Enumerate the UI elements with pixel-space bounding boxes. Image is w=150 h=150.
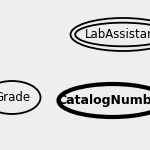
Ellipse shape bbox=[70, 18, 150, 51]
Ellipse shape bbox=[58, 84, 150, 117]
Text: Grade: Grade bbox=[0, 91, 30, 104]
Ellipse shape bbox=[0, 81, 40, 114]
Text: CatalogNumber: CatalogNumber bbox=[58, 94, 150, 107]
Text: LabAssistant: LabAssistant bbox=[85, 28, 150, 41]
